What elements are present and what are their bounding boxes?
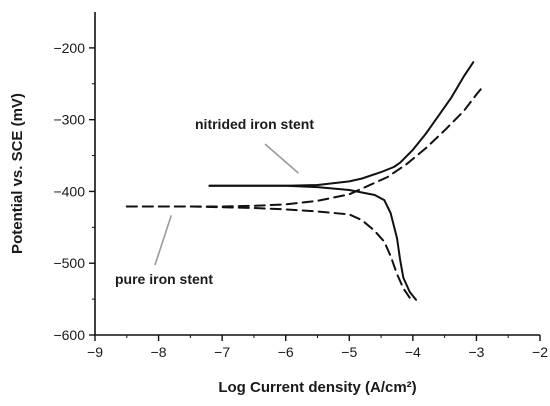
pure-iron-series-branch-1 <box>125 84 486 208</box>
x-axis-title: Log Current density (A/cm²) <box>218 379 416 396</box>
annotation-pure: pure iron stent <box>115 271 213 287</box>
x-tick-label: −3 <box>468 344 484 360</box>
x-tick-label: −7 <box>214 344 230 360</box>
y-tick-label: −300 <box>53 112 85 128</box>
y-tick-label: −600 <box>53 327 85 343</box>
annotation-nitrided: nitrided iron stent <box>195 116 314 132</box>
y-tick-label: −400 <box>53 183 85 199</box>
x-tick-label: −8 <box>151 344 167 360</box>
x-tick-label: −5 <box>341 344 357 360</box>
nitrided-series-branch-1 <box>208 61 475 187</box>
x-tick-label: −4 <box>405 344 421 360</box>
x-tick-label: −6 <box>278 344 294 360</box>
x-tick-label: −2 <box>532 344 548 360</box>
y-tick-label: −200 <box>53 40 85 56</box>
y-axis-title: Potential vs. SCE (mV) <box>9 93 26 254</box>
series-layer <box>125 61 486 301</box>
annotations-layer: nitrided iron stent pure iron stent <box>115 116 314 287</box>
y-tick-label: −500 <box>53 255 85 271</box>
ticks: −9 −8 −7 −6 −5 −4 −3 −2 −600 −500 −400 −300 −200 <box>53 40 548 360</box>
annotation-leader-pure <box>154 215 173 266</box>
x-tick-label: −9 <box>87 344 103 360</box>
nitrided-series-branch-0 <box>208 184 417 301</box>
annotation-leader-nitrided <box>264 143 299 174</box>
